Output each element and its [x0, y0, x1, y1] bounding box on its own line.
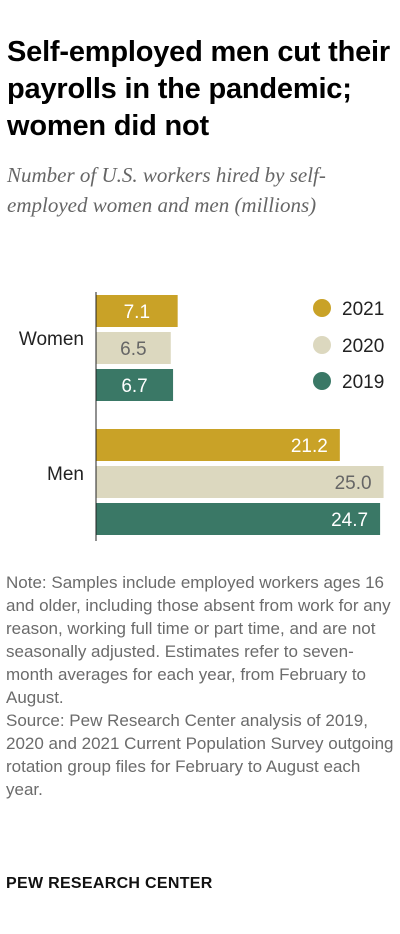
bar-women-2019	[96, 369, 174, 401]
value-label-women-2021: 7.1	[124, 302, 150, 323]
bar-men-2020	[96, 466, 384, 498]
value-label-men-2020: 25.0	[335, 473, 372, 494]
bar-women-2020	[96, 332, 171, 364]
legend-swatch-2020	[313, 336, 331, 354]
source-text: Source: Pew Research Center analysis of …	[6, 711, 394, 799]
legend-label-2021: 2021	[342, 299, 384, 320]
chart-notes: Note: Samples include employed workers a…	[6, 571, 394, 801]
value-label-men-2019: 24.7	[331, 510, 368, 531]
note-text: Note: Samples include employed workers a…	[6, 573, 391, 707]
legend-swatch-2019	[313, 372, 331, 390]
bar-women-2021	[96, 295, 178, 327]
legend-label-2019: 2019	[342, 372, 384, 393]
legend-swatch-2021	[313, 299, 331, 317]
chart-subtitle: Number of U.S. workers hired by self-emp…	[7, 163, 326, 217]
value-label-men-2021: 21.2	[291, 436, 328, 457]
bar-chart: Women 7.1 6.5 6.7 Men 21.2 25.0 24.7 2021 2020 201…	[19, 292, 384, 541]
legend-label-2020: 2020	[342, 336, 384, 357]
chart-title: Self-employed men cut their payrolls in …	[7, 36, 390, 142]
category-label-women: Women	[19, 329, 84, 350]
value-label-women-2020: 6.5	[120, 339, 146, 360]
category-label-men: Men	[47, 464, 84, 485]
value-label-women-2019: 6.7	[121, 376, 147, 397]
bar-men-2019	[96, 503, 381, 535]
bar-men-2021	[96, 429, 340, 461]
brand-label: PEW RESEARCH CENTER	[6, 875, 213, 892]
